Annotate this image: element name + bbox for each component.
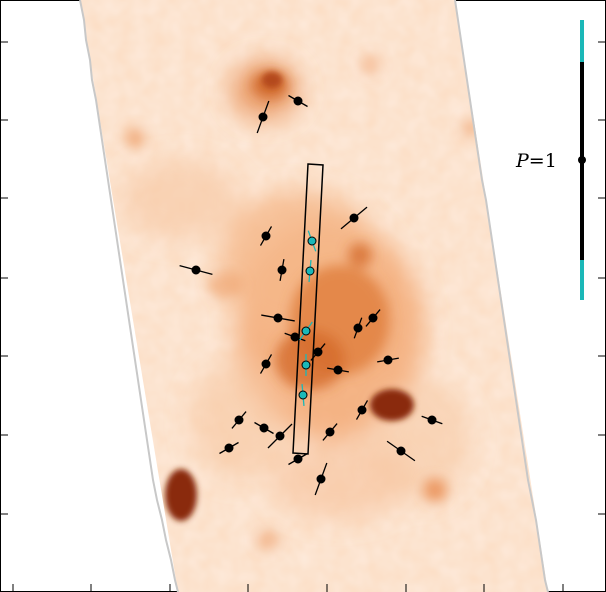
black-vector-dot [293,96,303,106]
cyan-vector [298,383,308,407]
cyan-vector [299,321,313,341]
black-vector-dot [383,355,393,365]
black-vector-dot [258,112,268,122]
footprint-right-edge [454,0,549,592]
black-vector-dot [316,474,326,484]
black-vector [256,100,270,134]
polarization-vectors-cyan [298,230,317,407]
cyan-vector-dot [301,326,311,336]
black-vector [314,462,328,496]
black-vector-dot [234,415,244,425]
black-vector [322,423,338,441]
black-vector [288,452,308,466]
cyan-vector-dot [305,266,315,276]
black-vector [179,264,213,276]
black-vector [259,354,273,374]
cyan-vector [307,230,317,252]
black-vector-dot [349,213,359,223]
black-vector [421,415,443,425]
black-vector [386,440,416,462]
cyan-vector-dot [298,390,308,400]
slit-outline [292,163,324,455]
black-vector [267,423,293,449]
black-vector [254,421,274,435]
black-vector-dot [259,423,269,433]
scale-bar-label: P=1 [515,150,557,172]
black-vector [355,400,369,420]
black-vector [365,309,381,327]
black-vector [284,332,306,342]
black-vector-dot [261,359,271,369]
black-vector [327,365,349,375]
black-vector-dot [427,415,437,425]
cyan-vector-dot [301,360,311,370]
polarization-vectors [179,94,443,496]
black-vector-dot [290,332,300,342]
black-vector [219,441,239,455]
cyan-vector-dot [307,236,317,246]
black-vector-dot [277,265,287,275]
black-vector [377,355,399,365]
black-vector-dot [353,323,363,333]
black-vector-dot [313,347,323,357]
black-vector [277,259,287,281]
footprint-left-edge [79,0,179,592]
black-vector-dot [191,265,201,275]
cyan-vector [301,354,311,376]
black-vector-dot [325,427,335,437]
axis-ticks [0,41,606,592]
black-vector-dot [275,431,285,441]
black-vector-dot [293,454,303,464]
cyan-vector [305,259,315,283]
black-vector-dot [357,405,367,415]
scale-bar: P=1 [515,20,586,300]
black-vector-dot [224,443,234,453]
black-vector-dot [333,365,343,375]
black-vector-dot [261,231,271,241]
black-vector [231,411,247,429]
black-vector [340,206,368,230]
black-vector [310,343,326,361]
black-vector-dot [368,313,378,323]
black-vector-dot [396,446,406,456]
black-vector [353,317,363,339]
black-vector [261,313,295,323]
black-vector [288,94,308,108]
scale-bar-dot [578,156,586,164]
black-vector [259,226,273,246]
black-vector-dot [273,313,283,323]
